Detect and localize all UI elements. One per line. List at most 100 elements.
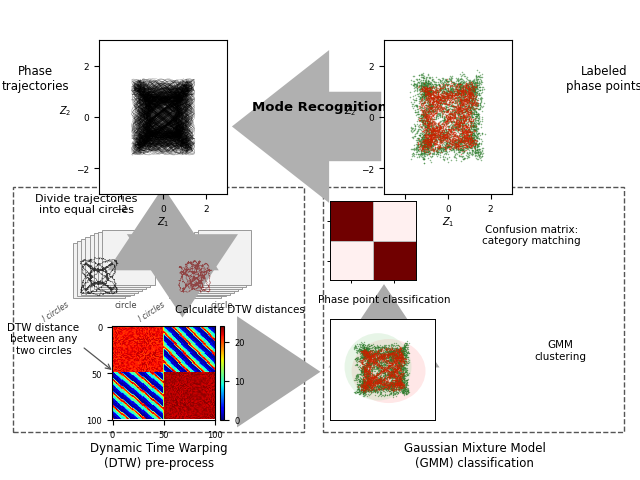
Point: [395, 385, 405, 393]
Point: [462, 84, 472, 92]
Point: [364, 370, 374, 378]
Point: [417, 87, 427, 95]
Point: [463, 94, 474, 101]
Point: [419, 141, 429, 148]
Point: [379, 375, 389, 383]
Point: [393, 382, 403, 389]
Point: [364, 343, 374, 350]
Point: [399, 357, 409, 365]
Point: [419, 112, 429, 120]
Point: [472, 120, 483, 128]
Point: [452, 108, 462, 116]
Point: [369, 350, 380, 358]
Point: [395, 357, 405, 364]
Point: [455, 139, 465, 147]
Point: [421, 78, 431, 85]
Point: [368, 383, 378, 390]
Point: [412, 116, 422, 123]
Point: [369, 383, 380, 391]
Point: [364, 359, 374, 367]
Point: [418, 117, 428, 124]
Point: [362, 365, 372, 373]
Point: [415, 85, 425, 93]
Point: [383, 366, 393, 373]
Point: [457, 122, 467, 130]
Point: [392, 367, 402, 374]
Point: [376, 384, 386, 392]
Point: [355, 382, 365, 389]
Point: [363, 363, 373, 371]
Point: [469, 135, 479, 143]
Point: [360, 362, 371, 370]
Point: [381, 381, 392, 388]
Point: [467, 96, 477, 103]
Point: [433, 95, 444, 103]
Point: [358, 352, 369, 360]
Point: [438, 144, 449, 152]
Point: [391, 353, 401, 360]
Point: [376, 382, 387, 389]
Point: [424, 144, 435, 152]
Point: [395, 347, 405, 354]
Point: [465, 119, 475, 127]
Point: [426, 103, 436, 111]
Point: [392, 351, 402, 359]
Point: [356, 382, 366, 390]
Point: [384, 361, 394, 369]
Point: [397, 374, 407, 382]
Point: [423, 102, 433, 109]
Point: [425, 117, 435, 124]
Point: [438, 81, 449, 88]
Point: [458, 97, 468, 105]
Point: [385, 363, 395, 371]
Point: [428, 110, 438, 118]
Point: [461, 116, 472, 123]
Point: [440, 93, 451, 100]
Point: [465, 90, 475, 98]
Point: [377, 382, 387, 390]
Point: [362, 348, 372, 355]
Point: [458, 95, 468, 102]
Point: [392, 360, 402, 368]
Point: [372, 380, 383, 387]
Point: [392, 348, 403, 356]
Point: [457, 142, 467, 149]
Point: [471, 74, 481, 82]
Point: [454, 108, 465, 116]
Point: [374, 355, 385, 362]
Point: [415, 118, 425, 125]
Point: [427, 112, 437, 120]
Point: [468, 100, 479, 108]
Point: [392, 360, 403, 368]
Point: [456, 104, 466, 112]
Point: [355, 345, 365, 353]
Point: [360, 377, 370, 385]
Point: [437, 114, 447, 121]
Point: [425, 126, 435, 133]
Point: [377, 344, 387, 352]
Point: [458, 126, 468, 134]
Point: [368, 377, 378, 384]
Point: [419, 136, 429, 144]
Point: [446, 118, 456, 126]
Point: [455, 143, 465, 151]
Point: [433, 145, 443, 153]
Point: [375, 354, 385, 361]
Point: [392, 378, 403, 386]
Point: [442, 92, 452, 100]
Point: [467, 129, 477, 137]
Point: [361, 351, 371, 359]
Point: [365, 382, 376, 389]
Point: [396, 347, 406, 354]
Point: [468, 79, 478, 87]
Point: [415, 123, 426, 131]
Point: [449, 145, 460, 153]
Point: [390, 363, 401, 371]
Point: [364, 380, 374, 387]
Point: [351, 361, 362, 369]
Point: [466, 108, 476, 115]
Point: [358, 344, 369, 351]
Point: [439, 96, 449, 103]
Point: [385, 370, 396, 378]
Point: [389, 347, 399, 354]
